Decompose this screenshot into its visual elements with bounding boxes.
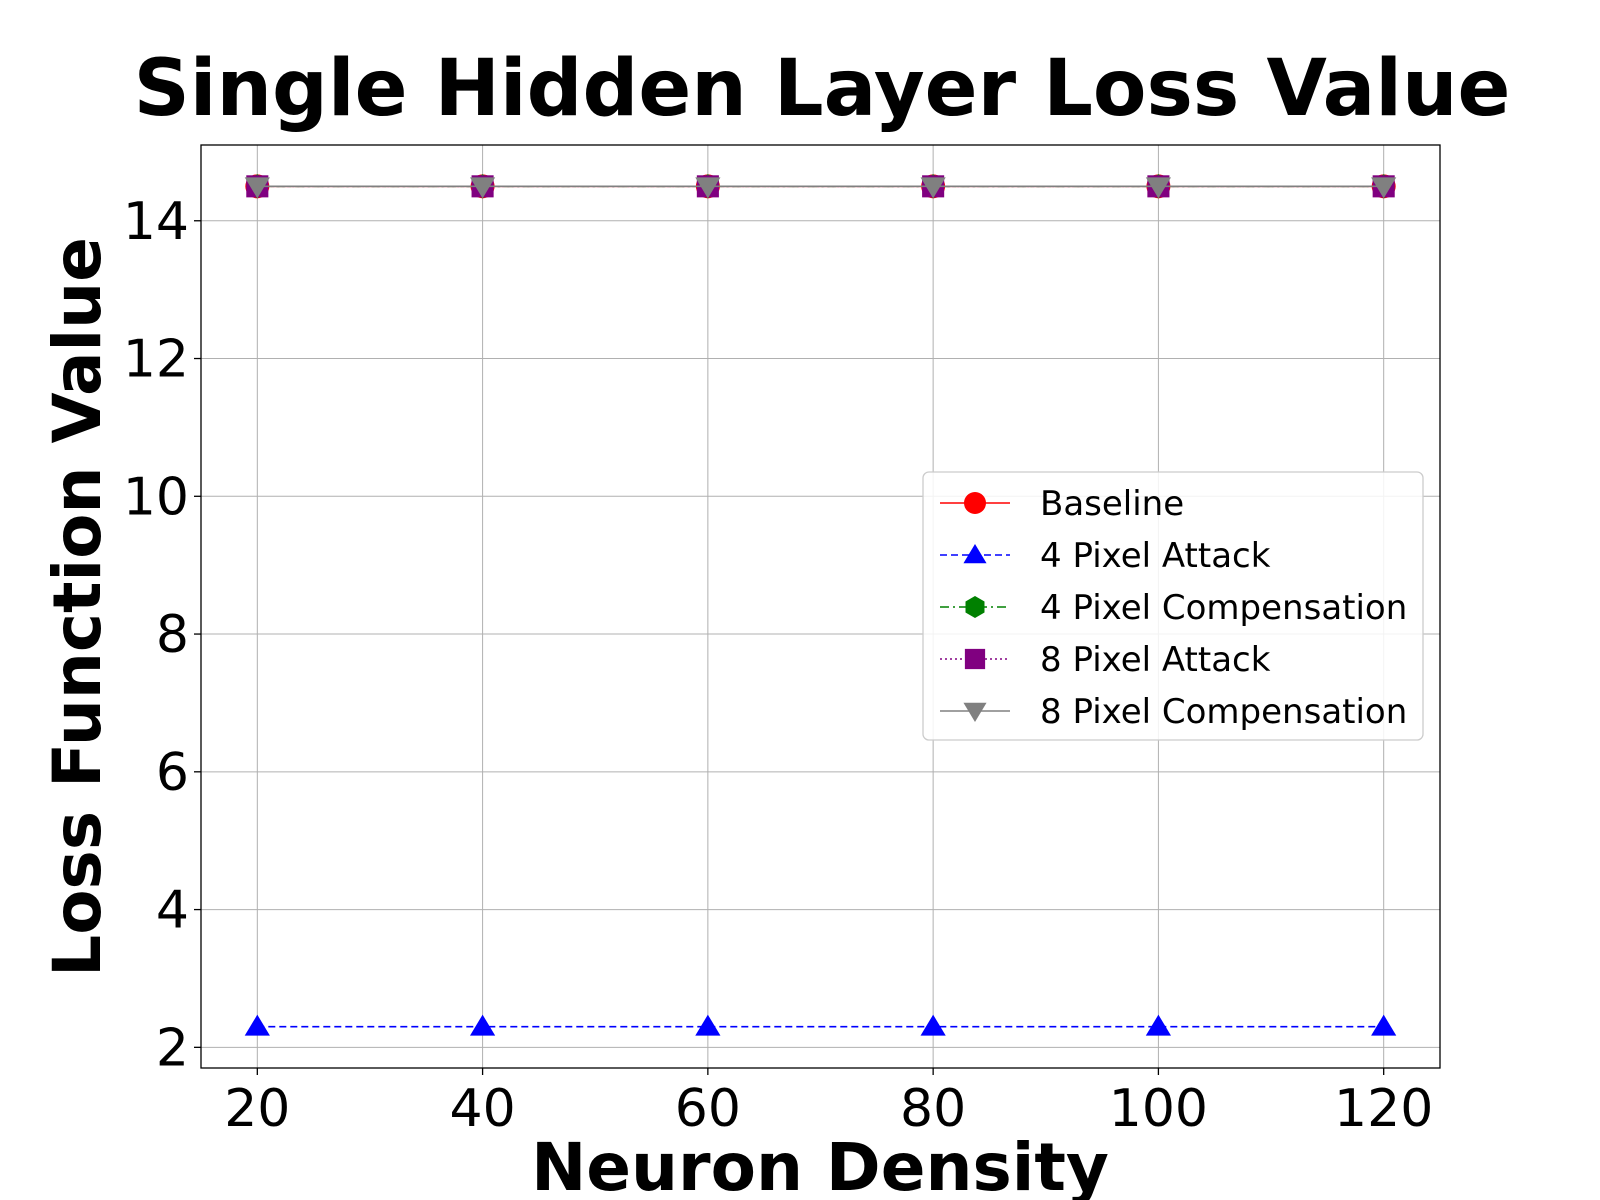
legend-label: 4 Pixel Compensation	[1040, 588, 1407, 628]
data-point	[244, 1014, 270, 1036]
legend-marker	[964, 492, 986, 514]
legend-marker	[965, 596, 985, 618]
series-5	[244, 177, 1397, 199]
legend-label: 8 Pixel Attack	[1040, 640, 1271, 680]
legend-entry: 4 Pixel Compensation	[940, 588, 1407, 628]
data-point	[695, 177, 721, 199]
series-2	[244, 1014, 1397, 1036]
data-point	[920, 177, 946, 199]
x-tick-label: 100	[1109, 1079, 1208, 1139]
y-tick-label: 6	[156, 743, 189, 803]
legend-entry: 8 Pixel Compensation	[940, 692, 1407, 732]
data-point	[1145, 177, 1172, 199]
series-layer	[244, 174, 1397, 1036]
axis-ticks: 20 40 60 80 100 120 2 4 6 8 10 12 14	[123, 192, 1433, 1139]
x-tick-label: 120	[1334, 1079, 1433, 1139]
legend-frame	[922, 471, 1424, 741]
legend-marker	[963, 702, 987, 722]
x-axis-label: Neuron Density	[531, 1129, 1109, 1200]
chart-title: Single Hidden Layer Loss Value	[134, 44, 1511, 134]
legend-marker	[964, 648, 986, 670]
legend-entry: Baseline	[940, 484, 1184, 524]
legend-marker	[963, 544, 987, 564]
x-tick-label: 80	[900, 1079, 966, 1139]
x-tick-label: 40	[450, 1079, 516, 1139]
legend-label: 8 Pixel Compensation	[1040, 692, 1407, 732]
y-tick-label: 10	[123, 467, 189, 527]
data-point	[1371, 1014, 1397, 1036]
y-tick-label: 12	[123, 330, 189, 390]
data-point	[1145, 1014, 1172, 1036]
data-point	[695, 1014, 721, 1036]
data-point	[469, 1014, 496, 1036]
legend-entry: 4 Pixel Attack	[940, 536, 1271, 576]
plot-area-frame	[200, 144, 1441, 1069]
y-axis-label: Loss Function Value	[39, 237, 116, 977]
data-point	[1371, 177, 1397, 199]
x-tick-label: 60	[675, 1079, 741, 1139]
legend: Baseline 4 Pixel Attack 4 Pixel Compensati…	[922, 471, 1424, 741]
x-tick-label: 20	[224, 1079, 290, 1139]
data-point	[244, 177, 270, 199]
data-point	[469, 177, 496, 199]
legend-entry: 8 Pixel Attack	[940, 640, 1271, 680]
y-tick-label: 8	[156, 605, 189, 665]
data-point	[920, 1014, 946, 1036]
y-tick-label: 4	[156, 881, 189, 941]
y-tick-label: 2	[156, 1018, 189, 1078]
legend-label: 4 Pixel Attack	[1040, 536, 1271, 576]
legend-label: Baseline	[1040, 484, 1184, 524]
y-tick-label: 14	[123, 192, 189, 252]
